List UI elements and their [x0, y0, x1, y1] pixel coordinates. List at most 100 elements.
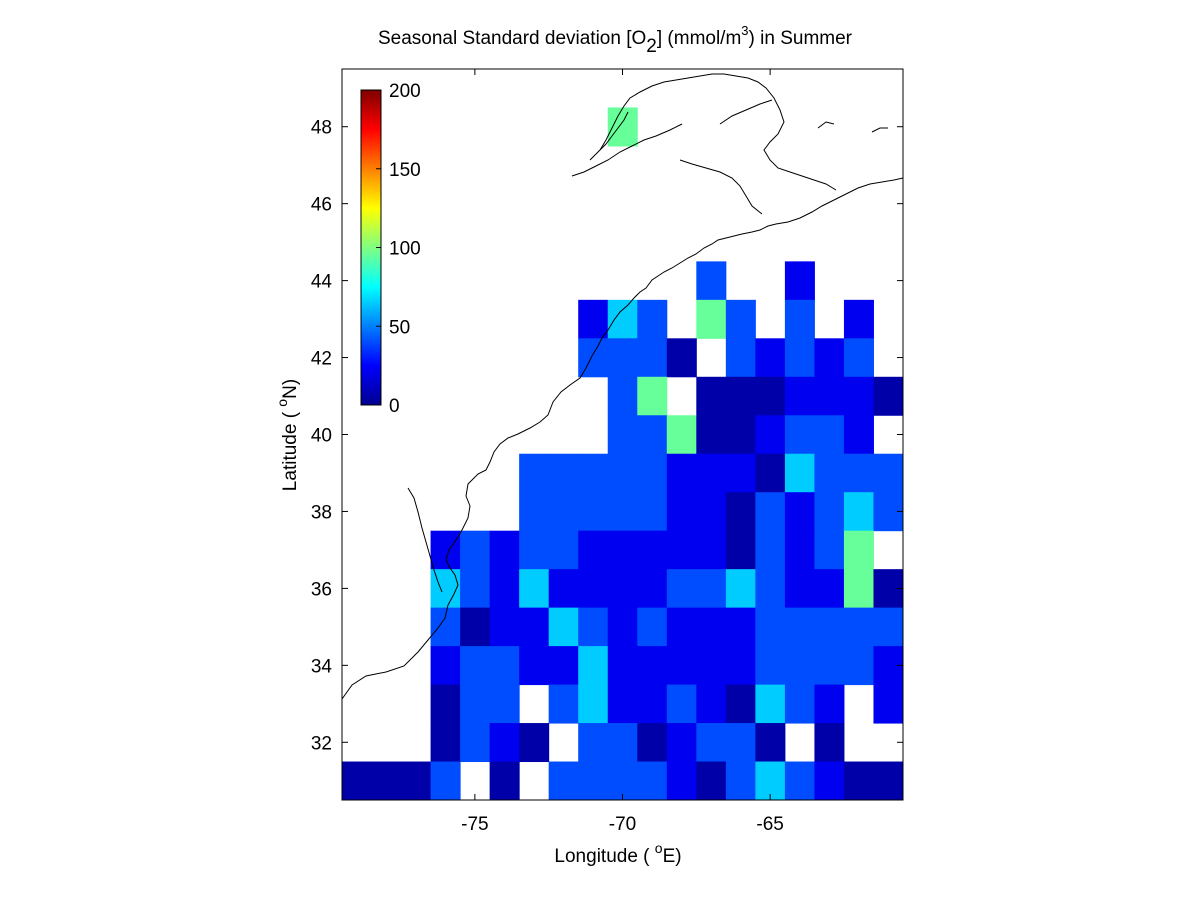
heatmap-cell	[755, 338, 786, 378]
y-tick-label: 48	[311, 118, 332, 139]
heatmap-cell	[519, 530, 550, 570]
heatmap-cell	[342, 761, 373, 801]
heatmap-cell	[519, 646, 550, 686]
heatmap-cell	[725, 607, 756, 647]
heatmap-cell	[725, 492, 756, 532]
heatmap-cell	[666, 761, 697, 801]
heatmap-cell	[460, 646, 491, 686]
heatmap-cell	[696, 492, 727, 532]
heatmap-cell	[637, 761, 668, 801]
heatmap-cell	[607, 415, 638, 455]
heatmap-cell	[548, 607, 579, 647]
heatmap-cell	[578, 607, 609, 647]
heatmap-cell	[430, 646, 461, 686]
heatmap-cell	[637, 453, 668, 493]
heatmap-cell	[548, 530, 579, 570]
heatmap-cell	[637, 492, 668, 532]
heatmap-cell	[784, 646, 815, 686]
heatmap-cell	[607, 569, 638, 609]
heatmap-cell	[784, 338, 815, 378]
heatmap-cell	[814, 607, 845, 647]
heatmap-cell	[430, 530, 461, 570]
x-tick-label: -70	[609, 814, 636, 835]
heatmap-cell	[460, 569, 491, 609]
colorbar-tick-label: 100	[389, 239, 421, 260]
heatmap-cell	[460, 684, 491, 724]
heatmap-cell	[489, 761, 520, 801]
heatmap-cell	[755, 684, 786, 724]
heatmap-cell	[784, 261, 815, 301]
colorbar-tick-label: 200	[389, 81, 421, 102]
heatmap-cell	[460, 723, 491, 763]
heatmap-cell	[578, 646, 609, 686]
heatmap-cell	[755, 607, 786, 647]
heatmap-cell	[696, 453, 727, 493]
heatmap-cell	[607, 299, 638, 339]
heatmap-cell	[637, 376, 668, 416]
heatmap-cell	[489, 646, 520, 686]
heatmap-cell	[843, 492, 874, 532]
heatmap-cell	[696, 569, 727, 609]
heatmap-cell	[784, 453, 815, 493]
heatmap-cell	[637, 338, 668, 378]
heatmap-cell	[873, 684, 904, 724]
heatmap-cell	[637, 723, 668, 763]
heatmap-cell	[814, 646, 845, 686]
heatmap-cell	[843, 338, 874, 378]
heatmap-cell	[607, 376, 638, 416]
y-tick-label: 42	[311, 349, 332, 370]
heatmap-cell	[666, 530, 697, 570]
heatmap-cell	[814, 530, 845, 570]
heatmap-cell	[666, 453, 697, 493]
heatmap-cell	[843, 607, 874, 647]
heatmap-cell	[430, 723, 461, 763]
heatmap-cell	[696, 761, 727, 801]
heatmap-cell	[696, 299, 727, 339]
heatmap-cell	[607, 646, 638, 686]
heatmap-cell	[784, 569, 815, 609]
heatmap-cell	[430, 684, 461, 724]
heatmap-cell	[814, 338, 845, 378]
heatmap-cell	[666, 338, 697, 378]
heatmap-cell	[784, 415, 815, 455]
heatmap-cell	[814, 492, 845, 532]
y-tick-label: 40	[311, 426, 332, 447]
heatmap-cell	[784, 607, 815, 647]
y-tick-label: 34	[311, 656, 333, 677]
heatmap-cell	[519, 607, 550, 647]
heatmap-cell	[843, 453, 874, 493]
heatmap-cell	[489, 530, 520, 570]
heatmap-cell	[843, 530, 874, 570]
heatmap-cell	[489, 684, 520, 724]
heatmap-cell	[578, 299, 609, 339]
heatmap-cell	[843, 569, 874, 609]
heatmap-cell	[873, 376, 904, 416]
heatmap-cell	[784, 530, 815, 570]
heatmap-cell	[725, 453, 756, 493]
chart-title: Seasonal Standard deviation [O2] (mmol/m…	[378, 23, 853, 57]
heatmap-cell	[725, 376, 756, 416]
heatmap-cell	[548, 569, 579, 609]
heatmap-cells	[342, 107, 904, 801]
x-axis-label: Longitude ( oE)	[554, 840, 681, 867]
heatmap-cell	[548, 646, 579, 686]
heatmap-cell	[755, 453, 786, 493]
heatmap-cell	[489, 723, 520, 763]
heatmap-cell	[784, 299, 815, 339]
heatmap-cell	[607, 607, 638, 647]
heatmap-cell	[578, 530, 609, 570]
heatmap-cell	[578, 338, 609, 378]
heatmap-cell	[578, 569, 609, 609]
axis-ticks: -75 -70 -65 32 34 36 38 40 42 44 46 48	[311, 69, 903, 835]
heatmap-cell	[814, 415, 845, 455]
heatmap-cell	[814, 723, 845, 763]
heatmap-cell	[725, 338, 756, 378]
heatmap-cell	[371, 761, 402, 801]
heatmap-cell	[607, 492, 638, 532]
x-tick-label: -65	[756, 814, 783, 835]
heatmap-cell	[755, 569, 786, 609]
heatmap-cell	[814, 761, 845, 801]
heatmap-cell	[755, 492, 786, 532]
heatmap-cell	[548, 761, 579, 801]
